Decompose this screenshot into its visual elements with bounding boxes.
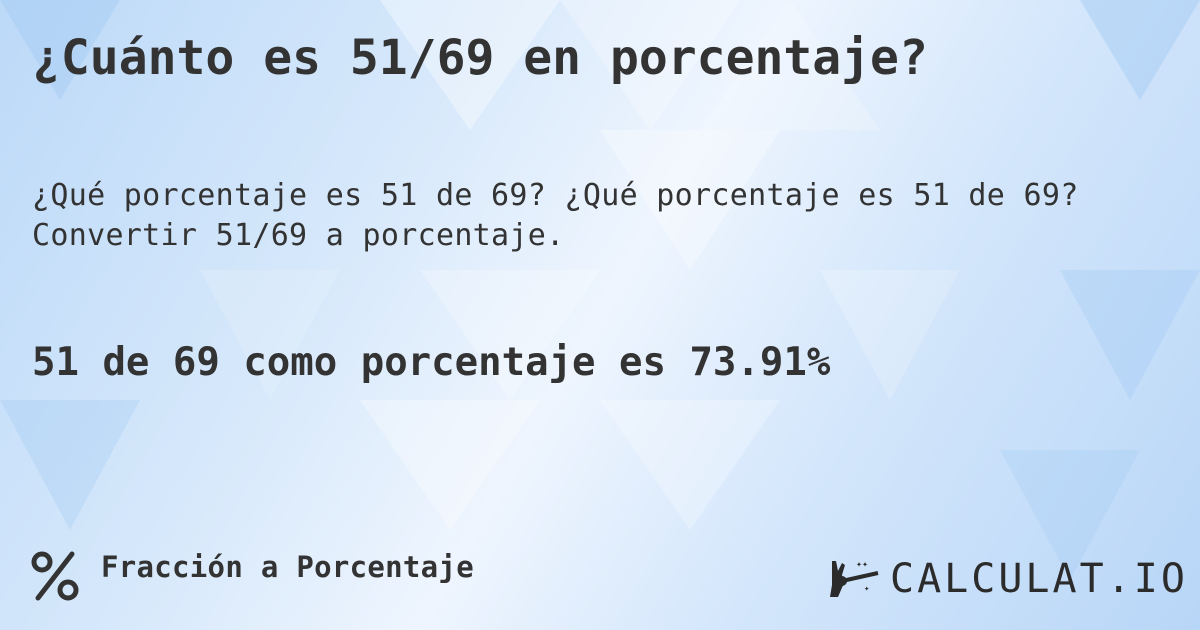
subtitle-line-1: ¿Qué porcentaje es 51 de 69? ¿Qué porcen…	[32, 178, 1079, 213]
subtitle: ¿Qué porcentaje es 51 de 69? ¿Qué porcen…	[32, 176, 1079, 256]
result-text: 51 de 69 como porcentaje es 73.91%	[32, 340, 831, 385]
percent-icon	[31, 551, 79, 601]
svg-text:✦: ✦	[864, 584, 870, 594]
category-label: Fracción a Porcentaje	[101, 550, 474, 584]
page-title: ¿Cuánto es 51/69 en porcentaje?	[32, 30, 928, 86]
calculat-io-logo: ✦✦ ✦ CALCULAT.IO	[828, 556, 1188, 602]
subtitle-line-2: Convertir 51/69 a porcentaje.	[32, 218, 565, 253]
logo-text: CALCULAT.IO	[890, 556, 1188, 602]
magic-hand-wand-icon: ✦✦ ✦	[830, 559, 879, 597]
svg-text:✦✦: ✦✦	[856, 559, 868, 570]
